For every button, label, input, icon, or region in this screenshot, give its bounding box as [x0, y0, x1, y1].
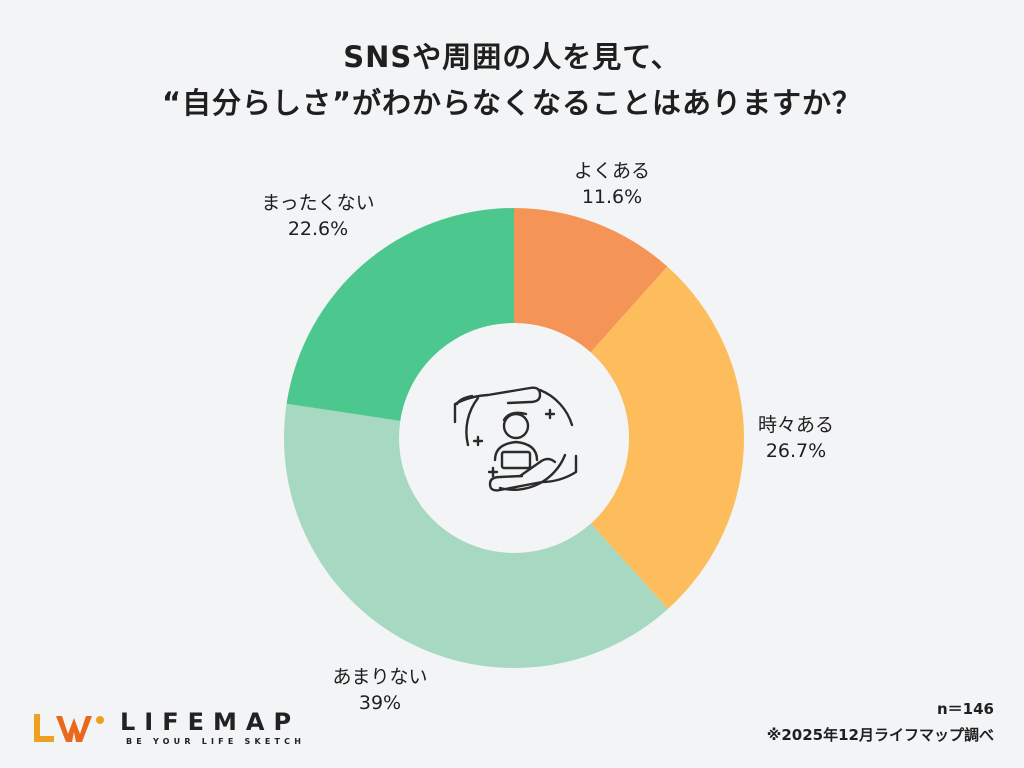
- slice-value-label: 26.7%: [765, 440, 827, 462]
- slice-value-label: 11.6%: [581, 186, 643, 208]
- slice-category-label: あまりない: [332, 666, 428, 688]
- slice-label-yokuaru: よくある 11.6%: [574, 158, 650, 210]
- slice-label-tokidokiaru: 時々ある 26.7%: [758, 412, 834, 464]
- source-note: ※2025年12月ライフマップ調べ: [766, 726, 994, 744]
- chart-title: SNSや周囲の人を見て、 “自分らしさ”がわからなくなることはありますか？: [0, 34, 1024, 126]
- donut-slice-1: [590, 266, 744, 609]
- title-line-1: SNSや周囲の人を見て、: [343, 40, 681, 74]
- slice-label-amarinai: あまりない 39%: [332, 664, 427, 716]
- slice-label-mattakunai: まったくない 22.6%: [261, 190, 374, 242]
- lw-logo-icon: [34, 714, 104, 742]
- slice-category-label: まったくない: [261, 192, 375, 214]
- slice-value-label: 39%: [358, 692, 402, 714]
- lifemap-logo: LIFEMAP BE YOUR LIFE SKETCH: [30, 708, 340, 750]
- sample-size: n＝146: [937, 700, 994, 718]
- slice-category-label: よくある: [573, 160, 651, 182]
- logo-wordmark: LIFEMAP: [120, 708, 301, 736]
- title-line-2: “自分らしさ”がわからなくなることはありますか？: [161, 86, 863, 120]
- donut-slice-3: [286, 208, 514, 421]
- donut-slice-2: [284, 403, 668, 668]
- donut-slice-0: [514, 208, 668, 353]
- slice-category-label: 時々ある: [757, 414, 835, 436]
- slice-value-label: 22.6%: [287, 218, 349, 240]
- logo-tagline: BE YOUR LIFE SKETCH: [126, 737, 306, 746]
- person-in-hands-icon: [453, 386, 578, 492]
